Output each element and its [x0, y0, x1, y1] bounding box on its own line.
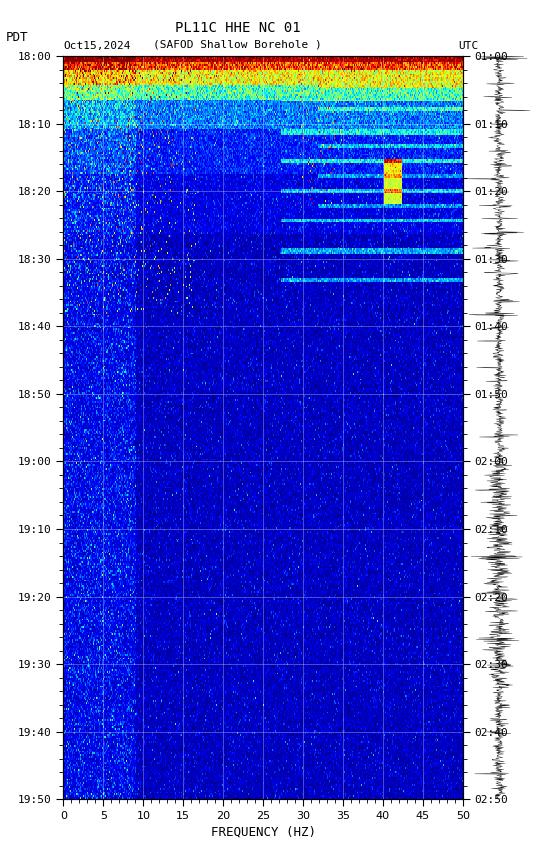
Text: PL11C HHE NC 01: PL11C HHE NC 01 — [174, 21, 300, 35]
Text: (SAFOD Shallow Borehole ): (SAFOD Shallow Borehole ) — [153, 39, 322, 49]
Text: Oct15,2024: Oct15,2024 — [63, 41, 131, 51]
X-axis label: FREQUENCY (HZ): FREQUENCY (HZ) — [211, 825, 316, 838]
Text: UTC: UTC — [458, 41, 479, 51]
Text: PDT: PDT — [6, 31, 28, 44]
